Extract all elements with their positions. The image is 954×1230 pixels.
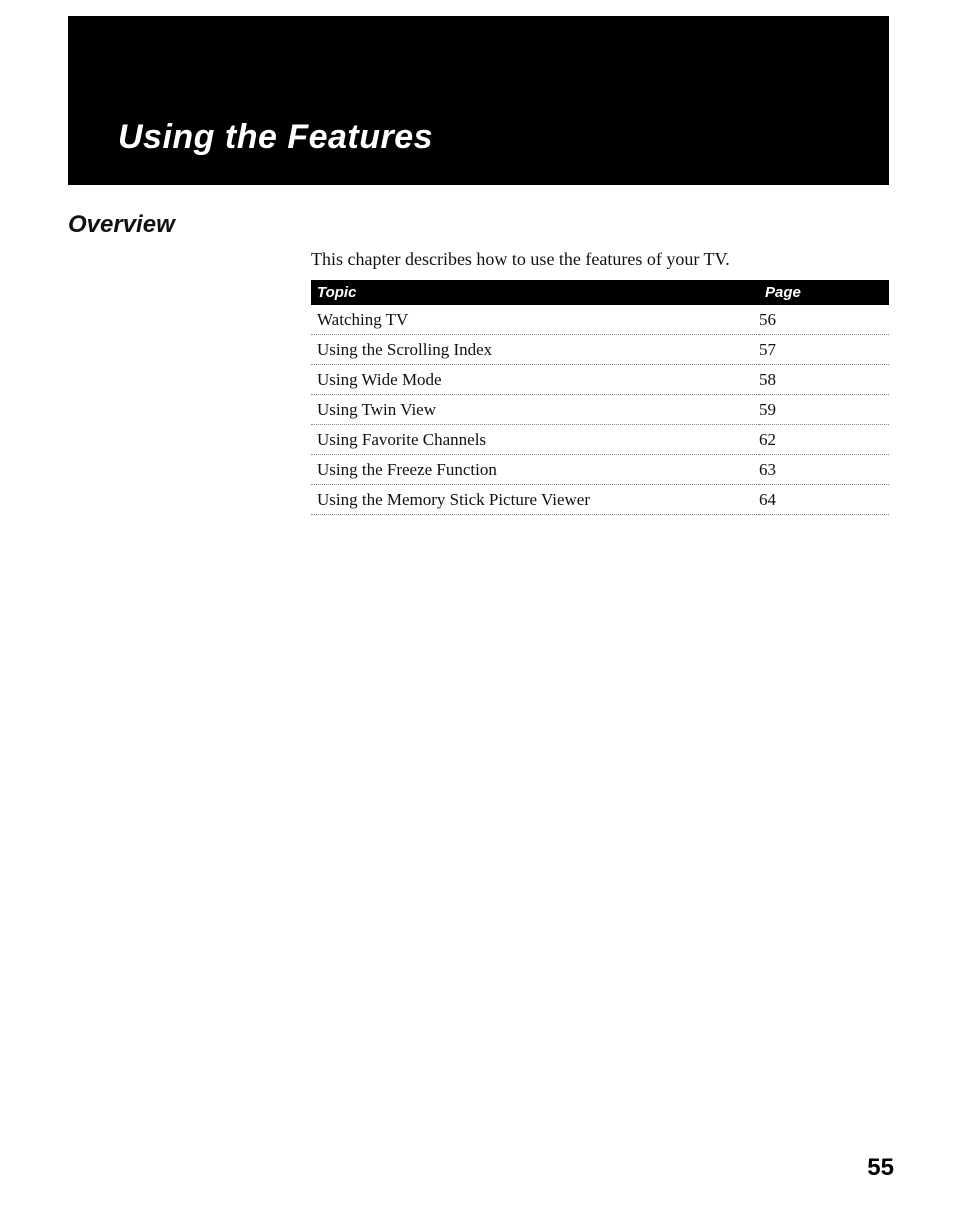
toc-page: 56 xyxy=(759,305,889,335)
toc-header-row: Topic Page xyxy=(311,280,889,305)
toc-topic: Using Wide Mode xyxy=(311,365,759,395)
section-title: Overview xyxy=(68,211,175,239)
table-row: Using Wide Mode 58 xyxy=(311,365,889,395)
chapter-header: Using the Features xyxy=(68,16,889,185)
toc-topic: Using the Scrolling Index xyxy=(311,335,759,365)
table-row: Using Favorite Channels 62 xyxy=(311,425,889,455)
table-row: Watching TV 56 xyxy=(311,305,889,335)
table-row: Using the Freeze Function 63 xyxy=(311,455,889,485)
toc-topic: Using the Memory Stick Picture Viewer xyxy=(311,485,759,515)
toc-page: 63 xyxy=(759,455,889,485)
toc-header-page: Page xyxy=(759,280,889,305)
toc-page: 58 xyxy=(759,365,889,395)
toc-topic: Using Favorite Channels xyxy=(311,425,759,455)
toc-topic: Using Twin View xyxy=(311,395,759,425)
intro-text: This chapter describes how to use the fe… xyxy=(311,249,730,270)
toc-page: 59 xyxy=(759,395,889,425)
toc-header-topic: Topic xyxy=(311,280,759,305)
toc-topic: Using the Freeze Function xyxy=(311,455,759,485)
table-row: Using the Memory Stick Picture Viewer 64 xyxy=(311,485,889,515)
table-row: Using the Scrolling Index 57 xyxy=(311,335,889,365)
toc-page: 62 xyxy=(759,425,889,455)
toc-topic: Watching TV xyxy=(311,305,759,335)
toc-page: 64 xyxy=(759,485,889,515)
toc-table: Topic Page Watching TV 56 Using the Scro… xyxy=(311,280,889,515)
toc-page: 57 xyxy=(759,335,889,365)
chapter-title: Using the Features xyxy=(118,118,433,157)
table-row: Using Twin View 59 xyxy=(311,395,889,425)
page-number: 55 xyxy=(867,1154,894,1182)
